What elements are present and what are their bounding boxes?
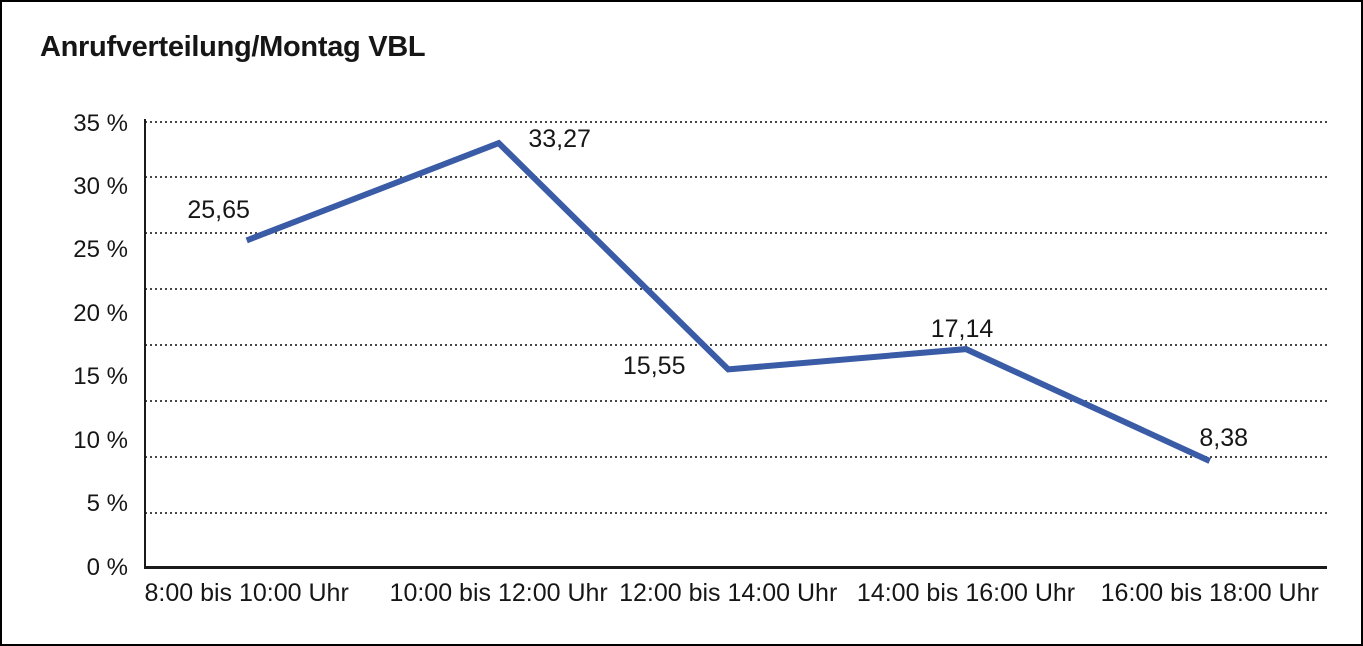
x-axis-category-label: 10:00 bis 12:00 Uhr xyxy=(389,579,608,607)
y-axis-tick-label: 15 % xyxy=(73,363,128,391)
data-point-value-label: 8,38 xyxy=(1199,423,1249,452)
y-axis-tick-label: 0 % xyxy=(86,553,128,581)
data-point-value-label: 15,55 xyxy=(622,352,686,381)
x-axis-category-label: 12:00 bis 14:00 Uhr xyxy=(619,579,838,607)
y-axis-tick-label: 25 % xyxy=(73,236,128,264)
y-axis-tick-label: 20 % xyxy=(73,299,128,327)
chart-title: Anrufverteilung/Montag VBL xyxy=(40,31,426,63)
data-line xyxy=(245,139,1211,464)
y-axis-tick-label: 30 % xyxy=(73,172,128,200)
y-axis-line xyxy=(144,119,146,569)
data-point-value-label: 25,65 xyxy=(187,196,250,225)
gridline xyxy=(145,120,1327,123)
y-axis-tick-label: 35 % xyxy=(73,109,128,137)
gridline xyxy=(145,399,1327,402)
x-axis-category-label: 8:00 bis 10:00 Uhr xyxy=(144,579,349,607)
gridline xyxy=(145,455,1327,458)
y-axis-tick-label: 10 % xyxy=(73,426,128,454)
x-axis-category-label: 14:00 bis 16:00 Uhr xyxy=(856,579,1076,607)
x-axis-line xyxy=(144,566,1327,569)
gridline xyxy=(145,232,1327,235)
gridline xyxy=(145,344,1327,346)
data-point-value-label: 33,27 xyxy=(528,125,591,154)
y-axis-tick-label: 5 % xyxy=(86,490,128,518)
gridline xyxy=(145,511,1327,514)
data-point-value-label: 17,14 xyxy=(930,315,994,344)
gridline xyxy=(145,288,1327,291)
x-axis-category-label: 16:00 bis 18:00 Uhr xyxy=(1100,579,1319,607)
gridline xyxy=(145,176,1327,179)
